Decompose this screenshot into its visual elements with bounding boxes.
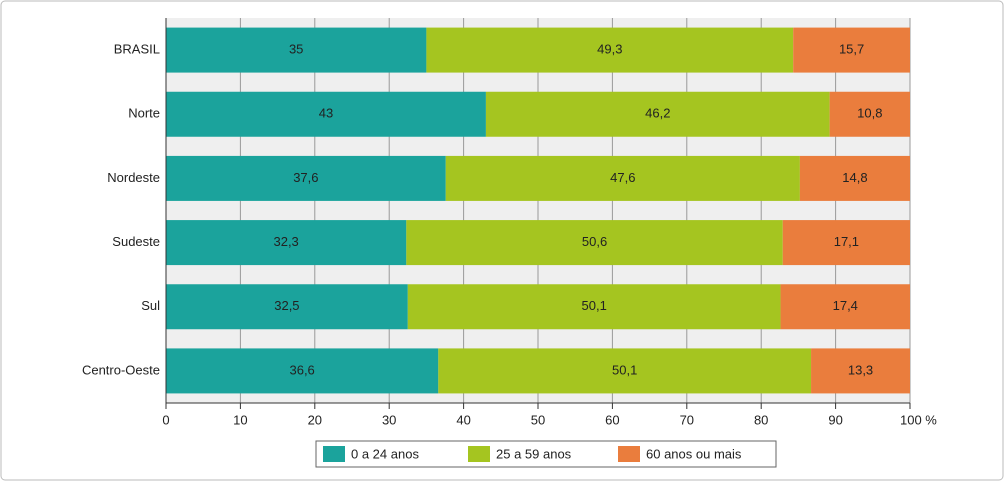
legend-box [315, 440, 777, 468]
data-label: 14,8 [842, 170, 867, 185]
x-tick-label: 70 [680, 412, 694, 427]
data-label: 36,6 [289, 362, 314, 377]
legend-label: 25 a 59 anos [496, 446, 572, 461]
bar-segment [780, 284, 910, 330]
data-label: 15,7 [839, 42, 864, 57]
bar-segment [166, 284, 408, 330]
data-label: 50,1 [612, 362, 637, 377]
y-tick-label: Sul [141, 298, 160, 313]
legend-label: 60 anos ou mais [646, 446, 742, 461]
data-label: 17,4 [833, 298, 858, 313]
data-label: 50,1 [582, 298, 607, 313]
data-label: 10,8 [857, 106, 882, 121]
data-label: 32,3 [273, 234, 298, 249]
bar-segment [426, 27, 794, 73]
data-label: 37,6 [293, 170, 318, 185]
bar-segment [829, 91, 910, 137]
legend-swatch [468, 446, 490, 462]
bar-segment [166, 27, 427, 73]
data-label: 35 [289, 42, 303, 57]
bar-segment [793, 27, 910, 73]
data-label: 17,1 [834, 234, 859, 249]
data-label: 32,5 [274, 298, 299, 313]
y-tick-label: Norte [128, 106, 160, 121]
x-tick-label: 50 [531, 412, 545, 427]
bar-segment [166, 220, 407, 266]
y-tick-label: Centro-Oeste [82, 362, 160, 377]
data-label: 49,3 [597, 42, 622, 57]
data-label: 43 [319, 106, 333, 121]
y-tick-label: BRASIL [114, 42, 160, 57]
bar-segment [799, 155, 910, 201]
x-tick-label: 10 [233, 412, 247, 427]
bar-segment [406, 220, 783, 266]
bar-segment [166, 91, 486, 137]
x-tick-label: 20 [308, 412, 322, 427]
bar-segment [445, 155, 800, 201]
bar-segment [166, 155, 446, 201]
bar-segment [166, 348, 439, 394]
data-label: 46,2 [645, 106, 670, 121]
y-tick-label: Sudeste [112, 234, 160, 249]
x-tick-label: 0 [162, 412, 169, 427]
legend-swatch [323, 446, 345, 462]
x-tick-label: 60 [605, 412, 619, 427]
x-tick-label: 40 [456, 412, 470, 427]
bar-segment [782, 220, 910, 266]
y-tick-label: Nordeste [107, 170, 160, 185]
x-tick-label: 30 [382, 412, 396, 427]
data-label: 13,3 [848, 362, 873, 377]
data-label: 47,6 [610, 170, 635, 185]
bar-segment [438, 348, 812, 394]
x-tick-label: 100 % [900, 412, 937, 427]
bar-segment [811, 348, 910, 394]
bar-segment [407, 284, 781, 330]
bar-segment [485, 91, 830, 137]
legend-swatch [618, 446, 640, 462]
x-tick-label: 80 [754, 412, 768, 427]
data-label: 50,6 [582, 234, 607, 249]
x-tick-label: 90 [828, 412, 842, 427]
legend-label: 0 a 24 anos [351, 446, 419, 461]
